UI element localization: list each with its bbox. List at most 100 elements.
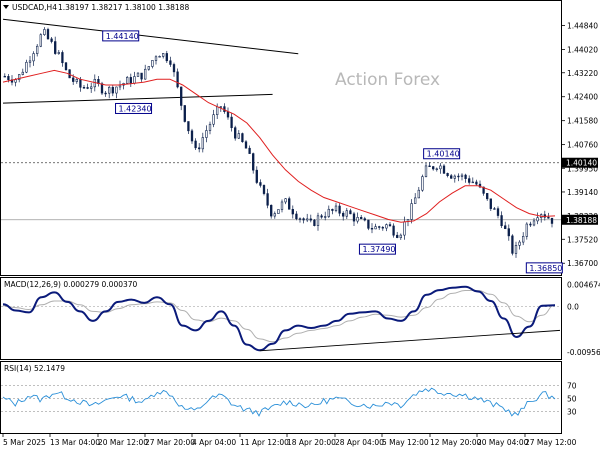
candle-body bbox=[190, 130, 194, 142]
candle-body bbox=[165, 53, 168, 62]
macd-y-tick-label: 0.0 bbox=[567, 303, 579, 312]
candle-body bbox=[241, 133, 244, 143]
price-panel-frame bbox=[0, 0, 562, 276]
candle-body bbox=[550, 217, 554, 224]
rsi-y-tick-label: 30 bbox=[567, 408, 577, 417]
candle-body bbox=[403, 221, 406, 236]
moving-average-line bbox=[2, 69, 556, 223]
candle-body bbox=[324, 216, 327, 218]
price-annotation-label: 1.36850 bbox=[529, 264, 562, 273]
candle-body bbox=[414, 197, 417, 204]
candle-body bbox=[140, 72, 143, 80]
price-trendline bbox=[2, 93, 273, 104]
current-price-tag-bg bbox=[562, 214, 598, 225]
candle-body bbox=[410, 203, 413, 220]
candle-body bbox=[7, 76, 10, 81]
macd-y-tick-label: 0.004674 bbox=[567, 280, 600, 289]
candle-body bbox=[327, 208, 330, 217]
x-tick-label: 27 Mar 20:00 bbox=[145, 438, 195, 447]
candle-body bbox=[158, 56, 161, 58]
macd-line bbox=[2, 285, 556, 352]
candle-body bbox=[266, 193, 269, 206]
rsi-y-tick-label: 50 bbox=[567, 395, 577, 404]
candle-body bbox=[525, 223, 528, 237]
candle-body bbox=[496, 208, 500, 216]
price-y-tick-label: 1.42400 bbox=[567, 93, 598, 102]
candle-body bbox=[453, 175, 456, 179]
candle-body bbox=[334, 205, 338, 211]
x-tick-label: 5 Mar 2025 bbox=[3, 438, 46, 447]
candle-body bbox=[118, 84, 122, 88]
chart-header-symbol: USDCAD,H4 bbox=[12, 3, 57, 12]
macd-y-tick-label: -0.009568 bbox=[567, 348, 600, 357]
candle-body bbox=[428, 165, 431, 168]
candle-body bbox=[298, 218, 302, 220]
candle-body bbox=[374, 226, 377, 230]
candle-body bbox=[115, 86, 118, 94]
candle-body bbox=[244, 141, 248, 149]
candle-body bbox=[219, 106, 222, 108]
candle-body bbox=[360, 217, 363, 219]
x-tick-label: 20 May 04:00 bbox=[477, 438, 529, 447]
macd-trendline bbox=[259, 329, 561, 352]
candle-body bbox=[28, 60, 32, 63]
candle-body bbox=[442, 165, 446, 174]
candle-body bbox=[471, 181, 474, 184]
candle-body bbox=[381, 227, 384, 229]
candle-body bbox=[536, 217, 539, 222]
price-annotation-box bbox=[525, 262, 563, 274]
x-tick-label: 4 Apr 04:00 bbox=[192, 438, 236, 447]
candle-body bbox=[57, 52, 60, 54]
candle-body bbox=[205, 130, 208, 138]
candle-body bbox=[338, 205, 341, 214]
x-tick-label: 5 May 12:00 bbox=[382, 438, 429, 447]
candle-body bbox=[349, 210, 352, 215]
candle-body bbox=[64, 62, 68, 70]
candle-body bbox=[50, 38, 53, 42]
x-tick-label: 13 Mar 04:00 bbox=[50, 438, 100, 447]
candle-body bbox=[14, 79, 17, 83]
candle-body bbox=[90, 86, 93, 89]
candle-body bbox=[86, 87, 89, 89]
candle-body bbox=[460, 174, 464, 177]
candle-body bbox=[198, 147, 201, 150]
candle-body bbox=[518, 241, 521, 246]
candle-body bbox=[36, 45, 39, 54]
candle-body bbox=[187, 121, 190, 132]
x-tick-label: 11 Apr 12:00 bbox=[240, 438, 289, 447]
rsi-line bbox=[2, 387, 556, 417]
candle-body bbox=[396, 234, 399, 238]
candle-body bbox=[129, 77, 132, 84]
candle-body bbox=[54, 41, 57, 54]
x-tick-label: 27 May 12:00 bbox=[525, 438, 577, 447]
candle-body bbox=[176, 71, 179, 88]
candle-body bbox=[46, 29, 50, 40]
candle-body bbox=[309, 218, 312, 221]
price-y-tick-label: 1.37520 bbox=[567, 235, 598, 244]
candle-body bbox=[39, 34, 42, 47]
candle-body bbox=[230, 116, 233, 128]
candle-body bbox=[126, 77, 129, 84]
candle-body bbox=[489, 198, 492, 209]
candle-body bbox=[259, 182, 262, 186]
candle-body bbox=[144, 68, 147, 80]
candle-body bbox=[363, 218, 366, 221]
candle-body bbox=[385, 224, 388, 229]
rsi-layer: 70 50 30 bbox=[1, 382, 577, 417]
chart-header-ohlc: 1.38197 1.38217 1.38100 1.38188 bbox=[58, 3, 189, 12]
candle-body bbox=[457, 175, 460, 178]
candle-body bbox=[352, 213, 356, 222]
candle-body bbox=[345, 210, 348, 217]
candle-body bbox=[136, 72, 140, 77]
candle-body bbox=[262, 185, 266, 194]
candle-body bbox=[237, 133, 240, 139]
candle-body bbox=[111, 86, 114, 94]
candle-body bbox=[212, 114, 215, 125]
price-annotation-label: 1.40140 bbox=[427, 150, 460, 159]
rsi-panel-frame bbox=[0, 361, 562, 434]
candle-body bbox=[482, 186, 485, 194]
price-annotation-label: 1.42340 bbox=[119, 104, 152, 113]
price-y-tick-label: 1.40760 bbox=[567, 141, 598, 150]
price-annotation-label: 1.37490 bbox=[362, 245, 395, 254]
